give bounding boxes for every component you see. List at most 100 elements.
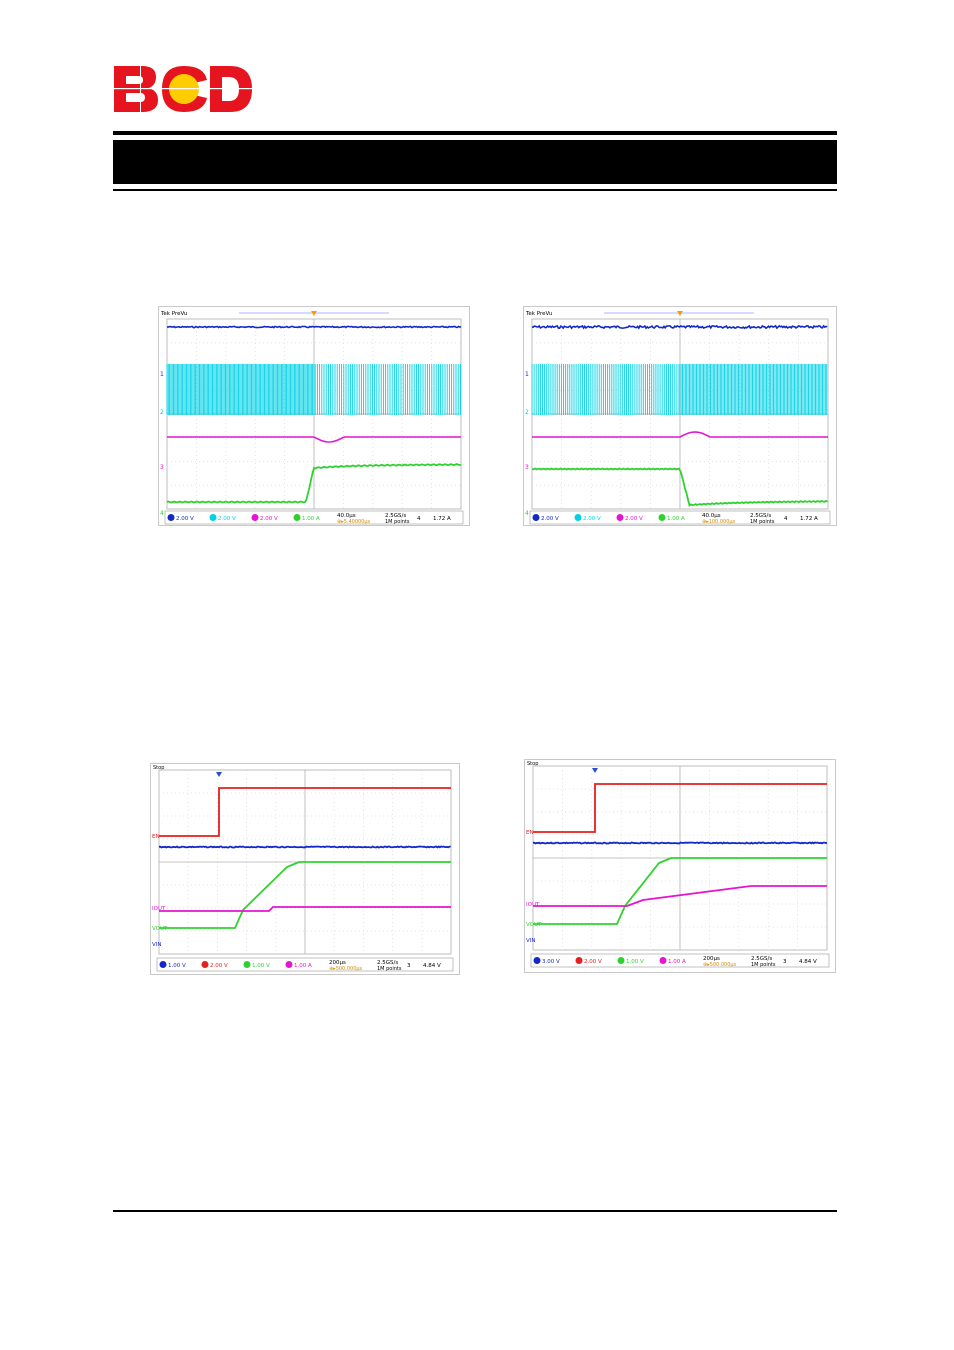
scope-status: Stop [527, 761, 538, 767]
channel-2-scale: 2.00 V [218, 516, 236, 522]
trigger-position: ⊕▸500.000µs [329, 966, 363, 972]
trace-ch1 [166, 325, 462, 329]
channel-4-badge [658, 514, 666, 521]
channel-3-badge [616, 514, 624, 521]
trace-ch3 [532, 431, 828, 438]
channel-1-badge [167, 514, 175, 521]
header-rule-bottom [113, 189, 837, 191]
channel-4-badge [293, 514, 301, 521]
channel-3-badge [243, 961, 251, 968]
footer-rule [113, 1210, 837, 1212]
timebase: 200µs [329, 960, 346, 966]
channel-1-marker: 1 [525, 371, 529, 378]
channel-3-badge [617, 957, 625, 964]
channel-3-marker: 3 [160, 464, 164, 471]
channel-label-en: EN [152, 834, 160, 840]
channel-1-badge [159, 961, 167, 968]
oscilloscope-capture-3: Stop EN IOUT VOUT VIN 1.00 V 2.00 V 1.00 V 1.00 … [150, 763, 460, 975]
sample-rate: 2.5GS/s [385, 513, 406, 519]
trace-vout [159, 861, 451, 929]
scope-4-screen: Stop EN IOUT VOUT VIN 3.00 V 2.00 V 1.00 V 1.00 … [526, 761, 830, 968]
channel-1-badge [532, 514, 540, 521]
channel-2-badge [209, 514, 217, 521]
title-bar [113, 140, 837, 184]
record-length: 1M points [377, 966, 402, 972]
bcd-logo [112, 64, 254, 119]
trigger-channel: 3 [783, 959, 787, 965]
channel-2-marker: 2 [525, 409, 529, 416]
channel-1-scale: 3.00 V [542, 959, 560, 965]
scope-status: Stop [153, 765, 164, 771]
timebase: 200µs [703, 956, 720, 962]
trace-iout [159, 906, 451, 912]
channel-3-scale: 2.00 V [625, 516, 643, 522]
header-rule-top [113, 131, 837, 135]
record-length: 1M points [751, 962, 776, 968]
scope-2-screen: Tek PreVu 1 2 3 4 2.00 V 2.00 V 2.00 V 1.00 A 40.… [525, 311, 831, 525]
trace-ch4 [166, 463, 462, 504]
status-bar [156, 957, 454, 972]
trigger-marker [592, 768, 598, 773]
scope-3-screen: Stop EN IOUT VOUT VIN 1.00 V 2.00 V 1.00 V 1.00 … [152, 765, 454, 972]
record-length: 1M points [385, 519, 410, 525]
channel-4-badge [285, 961, 293, 968]
trace-en [159, 787, 451, 837]
channel-3-badge [251, 514, 259, 521]
channel-3-scale: 1.00 V [252, 963, 270, 969]
status-bar [164, 510, 464, 525]
trigger-marker [677, 311, 683, 316]
trace-iout [533, 885, 827, 907]
channel-3-marker: 3 [525, 464, 529, 471]
channel-1-badge [533, 957, 541, 964]
channel-4-marker: 4 [525, 510, 529, 517]
trace-ch3 [167, 436, 461, 443]
channel-label-vin: VIN [152, 942, 162, 948]
trigger-position: ⊕▸5.40000µs [337, 519, 371, 525]
status-bar [529, 510, 831, 525]
oscilloscope-capture-4: Stop EN IOUT VOUT VIN 3.00 V 2.00 V 1.00 V 1.00 … [524, 759, 836, 973]
trigger-marker [216, 772, 222, 777]
channel-2-badge [574, 514, 582, 521]
channel-2-scale: 2.00 V [210, 963, 228, 969]
timebase: 40.0µs [702, 513, 721, 519]
channel-4-scale: 1.00 A [667, 516, 685, 522]
timebase: 40.0µs [337, 513, 356, 519]
sample-rate: 2.5GS/s [751, 956, 772, 962]
oscilloscope-capture-1: Tek PreVu 1 2 3 4 2.00 V 2.00 V 2.00 V 1.00 A 40.… [158, 306, 470, 526]
channel-label-vout: VOUT [526, 922, 542, 928]
channel-4-scale: 1.00 A [294, 963, 312, 969]
trigger-position: ⊕▸500.000µs [703, 962, 737, 968]
channel-3-scale: 1.00 V [626, 959, 644, 965]
channel-label-en: EN [526, 830, 534, 836]
channel-4-scale: 1.00 A [668, 959, 686, 965]
trace-en [533, 783, 827, 833]
channel-3-scale: 2.00 V [260, 516, 278, 522]
channel-2-marker: 2 [160, 409, 164, 416]
channel-2-scale: 2.00 V [584, 959, 602, 965]
trigger-level: 4.84 V [423, 963, 441, 969]
scope-status: Tek PreVu [160, 311, 187, 317]
trigger-marker [311, 311, 317, 316]
record-length: 1M points [750, 519, 775, 525]
trigger-position: ⊕▸100.000µs [702, 519, 736, 525]
trigger-channel: 3 [407, 963, 411, 969]
trace-vin [532, 841, 828, 845]
oscilloscope-capture-2: Tek PreVu 1 2 3 4 2.00 V 2.00 V 2.00 V 1.00 A 40.… [523, 306, 837, 526]
trace-vout [533, 857, 827, 925]
channel-label-vin: VIN [526, 938, 536, 944]
channel-label-iout: IOUT [152, 906, 166, 912]
channel-1-scale: 2.00 V [176, 516, 194, 522]
trace-ch1 [531, 324, 828, 330]
scope-status: Tek PreVu [525, 311, 552, 317]
trigger-level: 4.84 V [799, 959, 817, 965]
sample-rate: 2.5GS/s [377, 960, 398, 966]
trigger-level: 1.72 A [433, 516, 451, 522]
channel-1-scale: 2.00 V [541, 516, 559, 522]
channel-4-marker: 4 [160, 510, 164, 517]
channel-1-marker: 1 [160, 371, 164, 378]
channel-2-scale: 2.00 V [583, 516, 601, 522]
status-bar [530, 953, 830, 968]
channel-2-badge [201, 961, 209, 968]
trigger-channel: 4 [417, 516, 421, 522]
channel-4-scale: 1.00 A [302, 516, 320, 522]
